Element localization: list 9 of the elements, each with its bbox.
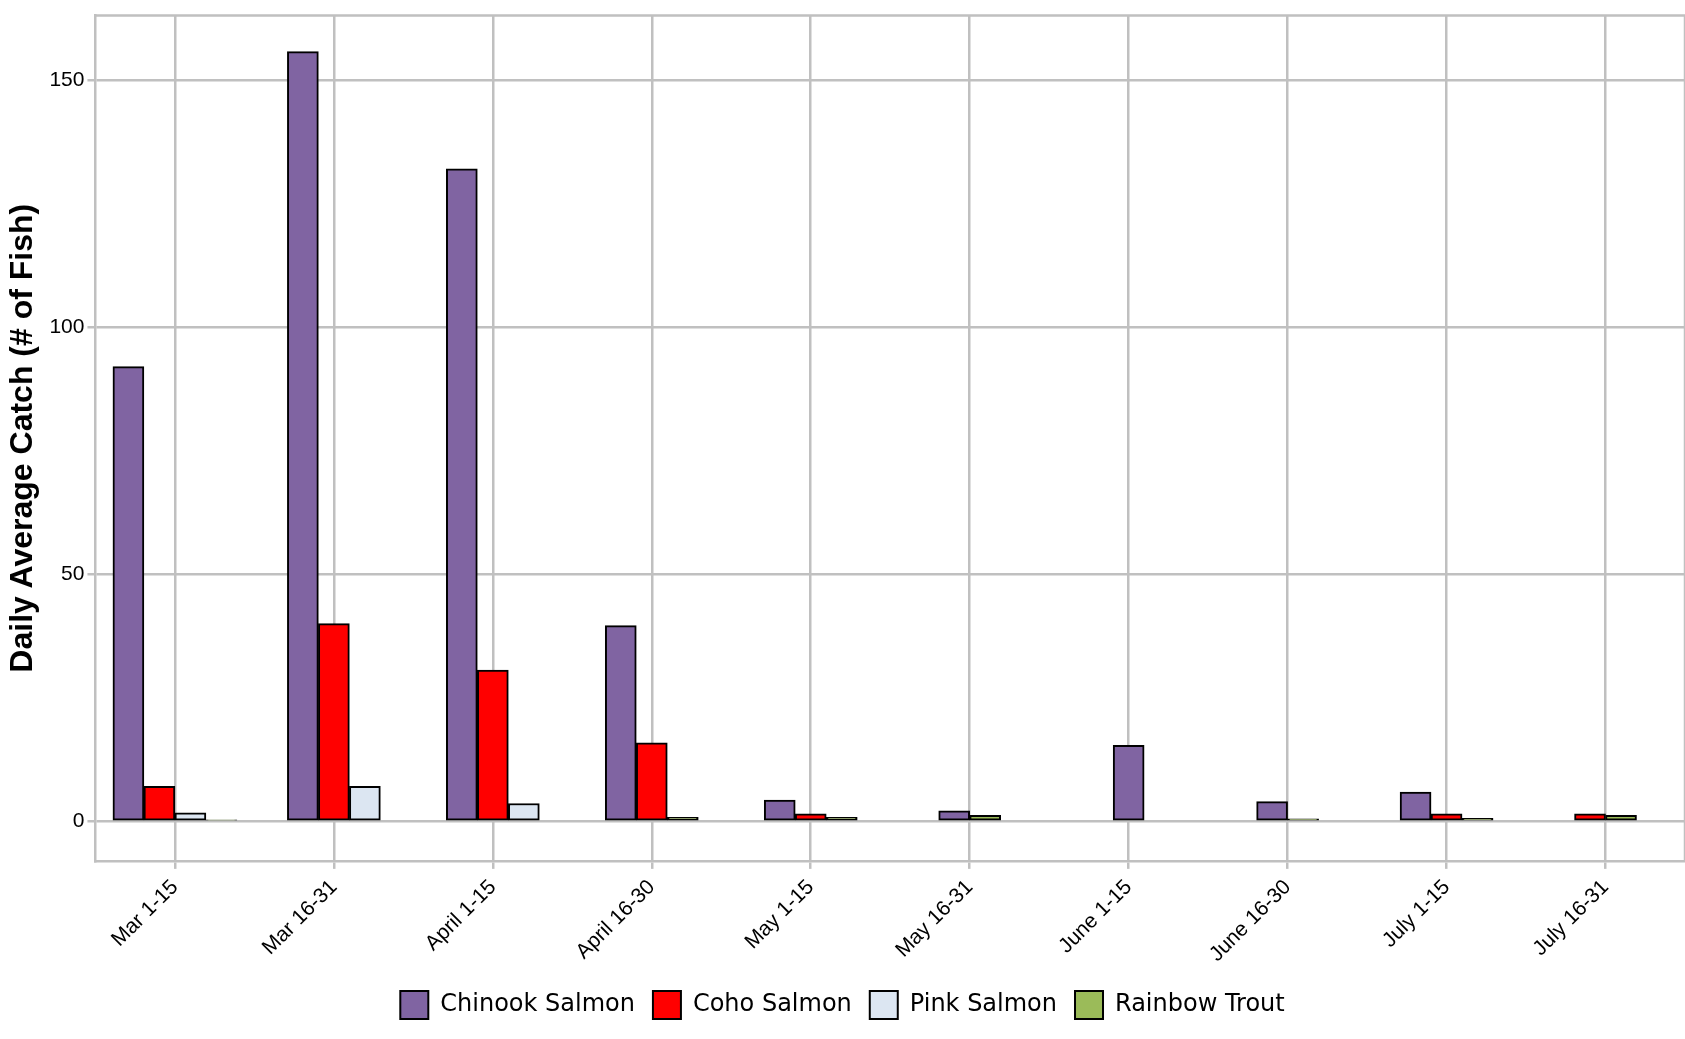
y-tick-label: 150 xyxy=(49,66,85,90)
legend-label: Pink Salmon xyxy=(909,989,1058,1018)
legend-label: Rainbow Trout xyxy=(1115,989,1285,1018)
y-tick-label: 50 xyxy=(61,560,85,584)
legend-label: Coho Salmon xyxy=(692,989,852,1018)
y-tick-label: 0 xyxy=(72,808,85,832)
legend-label: Chinook Salmon xyxy=(440,989,635,1018)
y-tick-label: 100 xyxy=(49,313,85,337)
y-axis-title: Daily Average Catch (# of Fish) xyxy=(3,203,40,673)
